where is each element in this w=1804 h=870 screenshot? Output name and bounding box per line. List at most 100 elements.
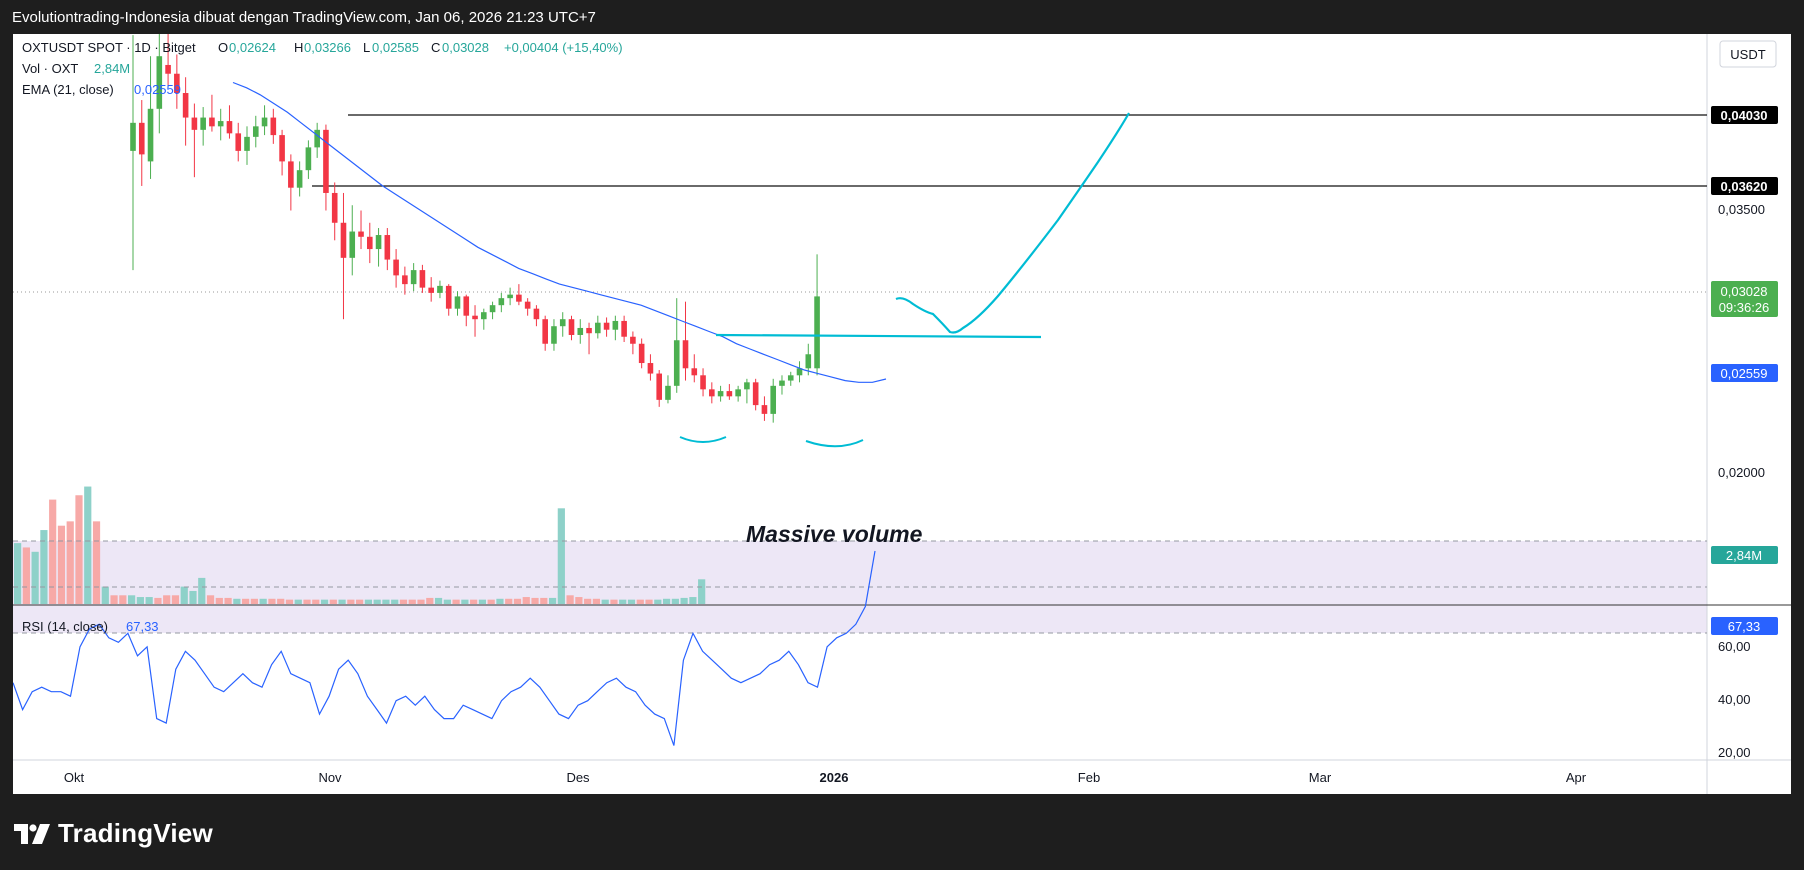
candle-body	[726, 391, 733, 397]
chart-frame[interactable]: OXTUSDT SPOT · 1D · Bitget O 0,02624 H 0…	[13, 34, 1791, 794]
candle-body	[138, 122, 145, 155]
volume-bar	[557, 508, 565, 604]
candle	[726, 384, 733, 400]
candle-body	[612, 320, 619, 330]
candle	[244, 126, 250, 165]
volume-bar	[66, 521, 74, 604]
rsi-tick-label: 60,00	[1718, 639, 1751, 654]
rsi-tick-label: 20,00	[1718, 745, 1751, 760]
volume-bar	[584, 598, 592, 604]
candle-body	[174, 73, 180, 94]
legend-open-value: 0,02624	[229, 40, 276, 55]
candle	[717, 385, 724, 402]
candle	[130, 35, 136, 271]
candle	[744, 378, 750, 404]
candle	[200, 107, 206, 146]
volume-bar	[654, 599, 662, 604]
candle	[507, 287, 513, 306]
candle-body	[270, 117, 277, 136]
volume-bar	[206, 595, 215, 604]
time-label: Feb	[1078, 770, 1100, 785]
right-shoulder-arc[interactable]	[805, 439, 864, 448]
volume-bar	[627, 599, 636, 604]
candle	[314, 122, 320, 158]
legend-high-label: H	[294, 40, 303, 55]
legend-high-value: 0,03266	[304, 40, 351, 55]
candle	[156, 34, 163, 134]
left-shoulder-arc[interactable]	[679, 436, 727, 443]
time-label: 2026	[820, 770, 849, 785]
volume-bar	[215, 597, 223, 604]
candle	[796, 361, 803, 383]
candle-body	[191, 117, 198, 130]
candle	[165, 34, 171, 88]
volume-bar	[522, 597, 530, 604]
candle-body	[331, 192, 338, 223]
candle	[384, 228, 391, 271]
legend-ema-value: 0,02559	[134, 82, 181, 97]
candle-body	[279, 135, 285, 162]
candle-body	[147, 108, 154, 162]
footer-bar	[0, 794, 1804, 870]
candle-body	[261, 117, 268, 127]
volume-bar	[689, 597, 697, 604]
projection-path[interactable]	[895, 112, 1130, 334]
candle	[568, 315, 575, 341]
volume-bar	[119, 595, 127, 604]
volume-bar	[356, 599, 364, 604]
volume-bar	[320, 599, 329, 604]
header-text: Evolutiontrading-Indonesia dibuat dengan…	[12, 9, 596, 26]
last-price-marker-label: 0,03028	[1721, 284, 1768, 299]
neckline-drawing[interactable]	[715, 333, 1042, 339]
volume-bar	[154, 597, 162, 604]
candle-body	[559, 319, 566, 327]
candle-body	[586, 327, 592, 334]
candle	[349, 205, 356, 276]
resistance-low-marker-label: 0,03620	[1721, 179, 1768, 194]
volume-bar	[636, 599, 644, 604]
volume-bar	[128, 595, 136, 604]
volume-marker	[1711, 546, 1778, 564]
candle-body	[445, 285, 452, 309]
ema-marker-label: 0,02559	[1721, 366, 1768, 381]
candle-body	[226, 121, 233, 134]
candle	[752, 378, 759, 411]
volume-bar	[434, 597, 443, 604]
candle	[428, 277, 434, 302]
candle-body	[130, 122, 136, 151]
volume-bar	[487, 599, 495, 604]
candle	[463, 294, 470, 327]
volume-bar	[698, 579, 706, 604]
candle	[138, 100, 145, 186]
candle-body	[366, 236, 373, 250]
candle	[638, 338, 645, 369]
candle	[673, 298, 680, 393]
rsi-marker	[1711, 617, 1778, 635]
candle-body	[595, 322, 601, 334]
volume-bar	[662, 598, 671, 604]
candle	[533, 305, 540, 327]
candle	[366, 222, 373, 264]
candle-body	[428, 287, 434, 293]
currency-button[interactable]	[1719, 40, 1777, 68]
candle-body	[165, 64, 171, 74]
candle	[595, 315, 601, 339]
legend-low-value: 0,02585	[372, 40, 419, 55]
volume-bar	[22, 547, 30, 604]
volume-bar	[57, 525, 66, 604]
candle-body	[410, 270, 417, 285]
volume-marker-label: 2,84M	[1726, 548, 1762, 563]
candle-body	[577, 327, 584, 335]
candle-body	[735, 389, 741, 397]
candle	[454, 291, 461, 316]
volume-bar	[180, 586, 188, 604]
volume-bar	[373, 599, 381, 604]
legend-ema-label: EMA (21, close)	[22, 82, 114, 97]
volume-bar	[391, 599, 399, 604]
tradingview-brand[interactable]: TradingView	[14, 818, 213, 849]
candle-body	[393, 259, 399, 276]
candle	[182, 77, 189, 146]
chart-svg[interactable]: OXTUSDT SPOT · 1D · Bitget O 0,02624 H 0…	[13, 34, 1791, 794]
candle	[235, 122, 242, 162]
time-label: Okt	[64, 770, 85, 785]
